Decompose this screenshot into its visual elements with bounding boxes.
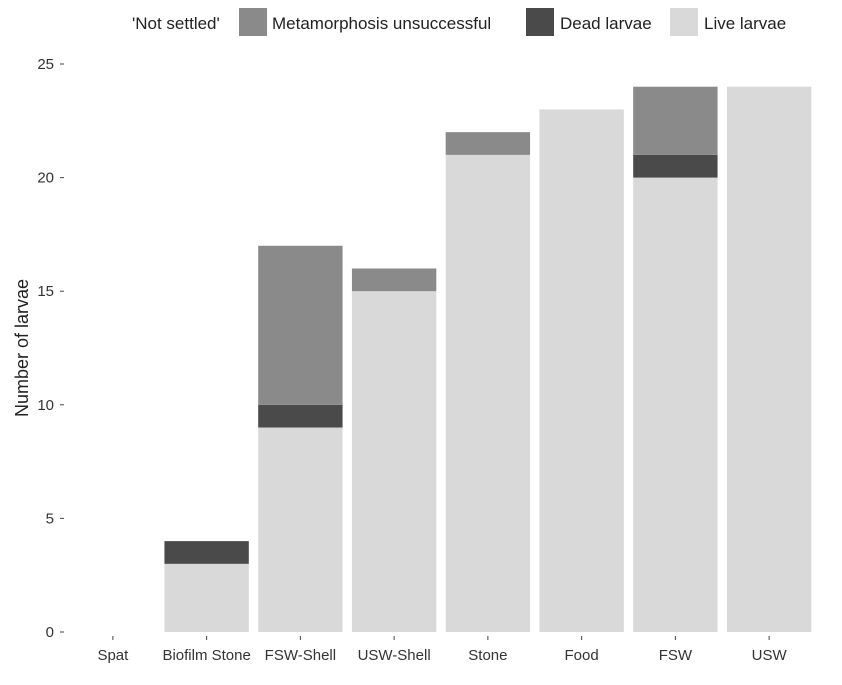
x-tick-label-stone: Stone — [468, 647, 507, 664]
bar-usw-shell-live-larvae — [351, 291, 437, 632]
y-tick-label-0: 0 — [46, 624, 54, 641]
bar-biofilm-stone-live-larvae — [164, 563, 249, 632]
x-tick-label-usw-shell: USW-Shell — [358, 647, 431, 664]
bar-fsw-metamorphosis-unsuccessful — [633, 86, 718, 155]
bar-stone-metamorphosis-unsuccessful — [445, 132, 531, 155]
bar-fsw-shell-metamorphosis-unsuccessful — [258, 245, 343, 405]
x-tick-label-fsw: FSW — [659, 647, 693, 664]
bar-food-live-larvae — [539, 109, 624, 632]
legend-title: 'Not settled' — [132, 14, 220, 33]
legend-label-live-larvae: Live larvae — [704, 14, 786, 33]
y-axis-title: Number of larvae — [12, 279, 32, 417]
bar-usw-shell-metamorphosis-unsuccessful — [351, 268, 437, 292]
bar-fsw-dead-larvae — [633, 154, 718, 178]
y-tick-label-10: 10 — [37, 397, 54, 414]
legend: 'Not settled' Metamorphosis unsuccessful… — [132, 8, 786, 36]
bar-fsw-shell-dead-larvae — [258, 404, 343, 428]
y-tick-label-20: 20 — [37, 170, 54, 187]
y-tick-label-25: 25 — [37, 56, 54, 73]
x-tick-label-spat: Spat — [97, 647, 129, 664]
legend-label-dead-larvae: Dead larvae — [560, 14, 652, 33]
legend-swatch-live-larvae — [670, 8, 698, 36]
y-axis: 0 5 10 15 20 25 — [37, 56, 64, 641]
y-tick-label-5: 5 — [46, 510, 54, 527]
legend-swatch-metamorphosis-unsuccessful — [239, 8, 267, 36]
legend-label-metamorphosis-unsuccessful: Metamorphosis unsuccessful — [272, 14, 491, 33]
x-tick-label-food: Food — [565, 647, 599, 664]
bar-fsw-shell-live-larvae — [258, 427, 343, 632]
x-tick-label-fsw-shell: FSW-Shell — [265, 647, 336, 664]
bar-stone-live-larvae — [445, 154, 531, 632]
bar-usw-live-larvae — [726, 86, 812, 633]
bars — [164, 86, 812, 633]
x-tick-label-biofilm-stone: Biofilm Stone — [162, 647, 250, 664]
x-axis: Spat Biofilm Stone FSW-Shell USW-Shell Stone… — [97, 636, 787, 664]
x-tick-label-usw: USW — [752, 647, 788, 664]
legend-swatch-dead-larvae — [526, 8, 554, 36]
y-tick-label-15: 15 — [37, 283, 54, 300]
bar-fsw-live-larvae — [633, 177, 718, 632]
bar-biofilm-stone-dead-larvae — [164, 541, 249, 564]
